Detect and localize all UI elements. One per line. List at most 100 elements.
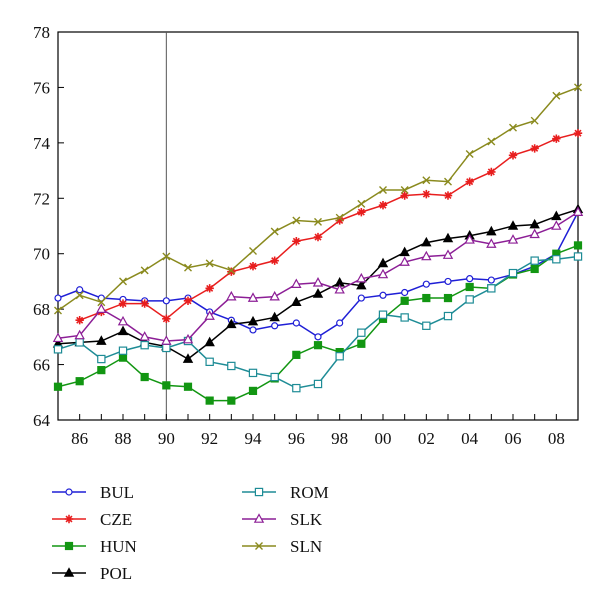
data-point-sln bbox=[292, 216, 301, 225]
data-point-sln bbox=[400, 185, 409, 194]
legend-label: SLK bbox=[290, 510, 323, 529]
data-point-sln bbox=[205, 259, 214, 268]
data-point-hun bbox=[162, 381, 171, 390]
x-axis: 86 88 90 92 94 96 98 00 02 04 06 08 bbox=[57, 414, 579, 448]
data-point-bul bbox=[336, 319, 344, 327]
legend-label: SLN bbox=[290, 537, 322, 556]
y-tick-label: 74 bbox=[33, 134, 51, 153]
data-point-pol bbox=[399, 246, 410, 257]
data-point-slk bbox=[312, 277, 324, 287]
data-point-rom bbox=[313, 379, 323, 389]
data-point-sln bbox=[335, 213, 344, 222]
data-point-hun bbox=[183, 382, 193, 391]
data-point-sln bbox=[97, 298, 106, 307]
data-point-rom bbox=[53, 345, 63, 354]
data-point-sln bbox=[379, 185, 387, 194]
data-point-sln bbox=[487, 137, 496, 146]
data-point-hun bbox=[97, 366, 106, 375]
data-point-hun bbox=[227, 396, 236, 405]
data-point-hun bbox=[248, 386, 258, 395]
x-tick-label: 04 bbox=[461, 429, 479, 448]
data-point-sln bbox=[54, 306, 62, 315]
data-point-cze bbox=[530, 144, 539, 153]
x-tick-label: 90 bbox=[158, 429, 175, 448]
data-point-pol bbox=[442, 232, 454, 243]
data-point-rom bbox=[205, 357, 214, 367]
data-point-hun bbox=[205, 396, 214, 405]
data-point-slk bbox=[139, 331, 150, 341]
data-point-hun bbox=[140, 372, 149, 382]
data-point-slk bbox=[356, 272, 367, 283]
x-tick-label: 06 bbox=[505, 429, 522, 448]
data-point-slk bbox=[52, 332, 64, 343]
x-tick-label: 92 bbox=[201, 429, 218, 448]
data-point-slk bbox=[161, 335, 172, 345]
data-point-rom bbox=[248, 368, 258, 378]
x-tick-label: 02 bbox=[418, 429, 435, 448]
plot-frame bbox=[57, 31, 579, 421]
data-point-bul bbox=[97, 294, 105, 302]
data-point-rom bbox=[227, 361, 236, 371]
data-point-bul bbox=[314, 333, 322, 341]
data-point-pol bbox=[204, 336, 215, 347]
x-tick-label: 08 bbox=[548, 429, 565, 448]
x-tick-label: 98 bbox=[331, 429, 348, 448]
data-point-sln bbox=[422, 176, 431, 185]
data-point-bul bbox=[401, 288, 409, 297]
data-point-pol bbox=[291, 296, 302, 307]
data-point-rom bbox=[400, 313, 409, 322]
data-point-slk bbox=[117, 315, 129, 326]
data-point-cze bbox=[292, 237, 301, 246]
data-point-sln bbox=[227, 266, 236, 275]
data-point-slk bbox=[399, 256, 410, 266]
data-point-bul bbox=[422, 280, 430, 288]
data-point-cze bbox=[118, 299, 128, 308]
series-slk bbox=[52, 206, 584, 345]
data-point-sln bbox=[465, 149, 474, 158]
data-point-hun bbox=[53, 382, 63, 391]
data-point-pol bbox=[486, 225, 497, 236]
data-point-bul bbox=[357, 294, 365, 302]
data-point-hun bbox=[292, 350, 301, 359]
legend-swatch-marker bbox=[254, 487, 264, 497]
series-line-slk bbox=[57, 211, 579, 342]
data-point-cze bbox=[248, 261, 258, 271]
data-point-rom bbox=[140, 340, 149, 350]
data-point-rom bbox=[378, 310, 388, 319]
data-point-pol bbox=[247, 315, 259, 326]
y-tick-label: 68 bbox=[33, 300, 50, 319]
data-point-pol bbox=[96, 335, 107, 345]
data-point-cze bbox=[140, 299, 149, 308]
data-point-pol bbox=[421, 236, 432, 247]
data-point-cze bbox=[183, 296, 193, 306]
data-point-pol bbox=[312, 288, 324, 298]
data-point-pol bbox=[269, 311, 280, 322]
data-point-bul bbox=[162, 297, 170, 305]
data-point-hun bbox=[465, 282, 474, 292]
legend-item-rom: ROM bbox=[242, 483, 329, 502]
data-point-cze bbox=[573, 128, 583, 138]
data-point-sln bbox=[314, 217, 322, 226]
data-point-bul bbox=[54, 294, 62, 302]
data-point-cze bbox=[205, 284, 214, 293]
data-point-sln bbox=[140, 266, 149, 275]
legend-swatch-marker bbox=[64, 514, 74, 524]
data-point-pol bbox=[377, 257, 389, 268]
data-point-sln bbox=[530, 116, 539, 125]
data-point-cze bbox=[162, 314, 171, 324]
data-point-rom bbox=[292, 383, 301, 393]
x-tick-label: 86 bbox=[71, 429, 88, 448]
data-point-rom bbox=[75, 338, 84, 347]
data-point-rom bbox=[357, 328, 366, 337]
data-point-slk bbox=[182, 333, 194, 344]
data-point-slk bbox=[464, 234, 475, 244]
data-point-cze bbox=[422, 189, 431, 199]
data-point-sln bbox=[249, 246, 257, 255]
data-point-cze bbox=[335, 216, 344, 225]
data-point-slk bbox=[529, 228, 540, 239]
data-point-cze bbox=[227, 267, 236, 276]
data-point-cze bbox=[313, 232, 323, 242]
data-point-bul bbox=[379, 291, 387, 299]
data-point-rom bbox=[573, 252, 583, 261]
